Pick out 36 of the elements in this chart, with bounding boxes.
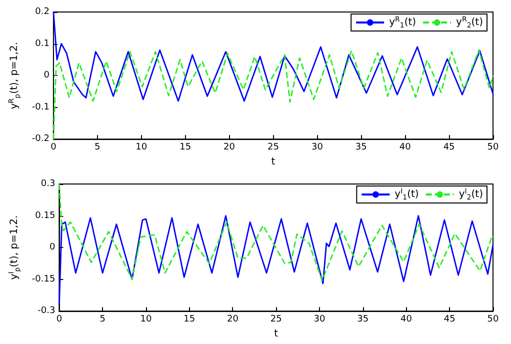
line-series	[58, 215, 494, 306]
x-tick-label: 35	[357, 314, 369, 325]
x-tick-label: 15	[180, 142, 192, 153]
x-tick-label: 50	[487, 314, 499, 325]
y-tick-label: -0.15	[32, 274, 56, 284]
line-series	[52, 11, 494, 102]
y-tick-label: 0	[49, 242, 56, 253]
x-tick-label: 5	[94, 142, 100, 153]
x-tick-label: 10	[136, 142, 148, 153]
x-tick-label: 0	[56, 314, 62, 325]
x-tick-label: 20	[226, 314, 239, 325]
x-tick-label: 20	[224, 142, 236, 153]
x-tick-label: 15	[184, 314, 196, 325]
y-tick-label: 0.2	[35, 7, 50, 17]
x-tick-label: 25	[268, 142, 279, 153]
y-tick-label: 0.3	[40, 179, 56, 189]
x-tick-label: 35	[355, 142, 367, 153]
x-tick-label: 40	[400, 314, 412, 325]
x-tick-label: 10	[140, 314, 152, 325]
x-tick-label: 30	[314, 314, 326, 325]
x-tick-label: 50	[487, 142, 499, 153]
x-tick-label: 45	[444, 314, 456, 325]
x-axis-title: t	[271, 156, 276, 168]
y-tick-label: -0.3	[38, 306, 56, 316]
line-series	[58, 183, 494, 282]
x-tick-label: 30	[311, 142, 324, 153]
y-tick-label: 0.1	[35, 38, 50, 49]
y-tick-label: -0.1	[32, 102, 50, 112]
y-tick-label: 0.15	[35, 210, 56, 221]
x-axis-title: t	[274, 328, 278, 340]
y-tick-label: 0	[44, 70, 50, 81]
x-tick-label: 5	[100, 314, 106, 325]
y-tick-label: -0.2	[32, 134, 50, 144]
x-tick-label: 25	[270, 314, 282, 325]
x-tick-label: 40	[399, 142, 412, 153]
x-tick-label: 45	[443, 142, 455, 153]
